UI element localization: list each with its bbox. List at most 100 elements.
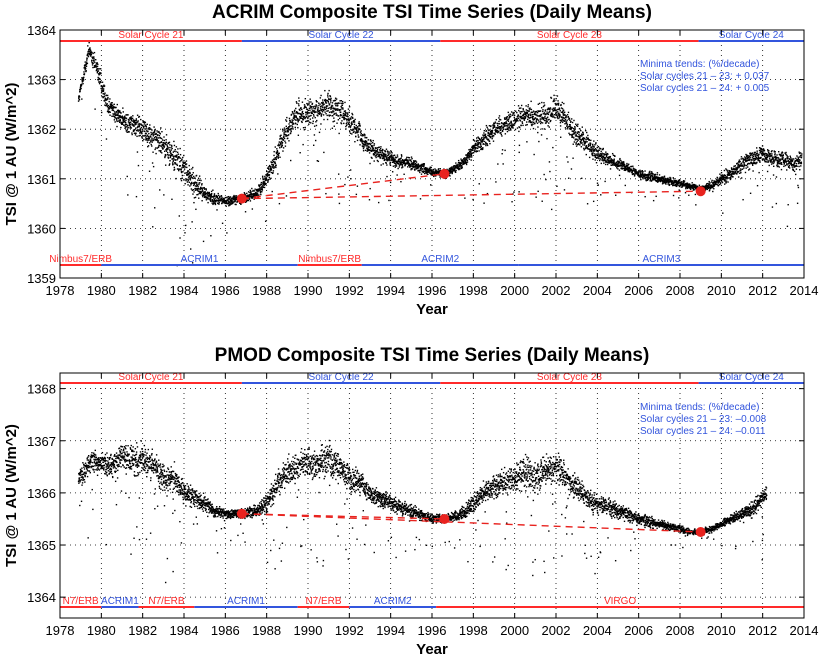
- data-point: [386, 175, 388, 178]
- data-point: [336, 108, 338, 110]
- data-point: [611, 161, 613, 164]
- data-point: [535, 110, 538, 113]
- data-point: [435, 172, 438, 175]
- data-point: [273, 167, 275, 169]
- data-point: [668, 180, 670, 182]
- data-point: [263, 184, 265, 186]
- data-point: [196, 183, 198, 185]
- data-point: [510, 129, 512, 131]
- data-point: [213, 200, 215, 202]
- data-point: [662, 177, 665, 179]
- data-point: [531, 121, 533, 123]
- data-point: [672, 180, 674, 182]
- data-point: [126, 131, 128, 133]
- data-point: [536, 118, 538, 120]
- data-point: [502, 126, 504, 129]
- data-point: [485, 136, 487, 138]
- data-point: [353, 130, 355, 133]
- data-point: [472, 148, 475, 150]
- data-point: [512, 120, 515, 122]
- data-point: [360, 130, 362, 132]
- data-point: [316, 111, 319, 113]
- data-point: [317, 106, 319, 109]
- data-point: [354, 132, 357, 134]
- data-point: [525, 111, 528, 113]
- data-point: [476, 137, 478, 139]
- data-point: [225, 196, 227, 199]
- data-point: [569, 126, 572, 128]
- data-point: [171, 154, 173, 156]
- data-point: [258, 184, 260, 186]
- data-point: [617, 162, 620, 164]
- data-point: [577, 139, 579, 141]
- data-point: [374, 152, 377, 154]
- data-point: [307, 117, 309, 120]
- data-point: [560, 104, 562, 106]
- data-point: [299, 109, 301, 111]
- data-point: [616, 167, 618, 169]
- data-point: [337, 173, 340, 175]
- data-point: [735, 170, 737, 173]
- data-point: [736, 163, 738, 165]
- data-point: [103, 96, 105, 98]
- data-point: [319, 111, 321, 114]
- data-point: [558, 114, 560, 116]
- data-point: [477, 143, 480, 145]
- data-point: [400, 180, 402, 183]
- data-point: [266, 179, 268, 181]
- data-point: [157, 131, 159, 133]
- data-point: [262, 186, 265, 189]
- data-point: [308, 101, 310, 103]
- data-point: [342, 107, 344, 109]
- data-point: [602, 153, 605, 155]
- data-point: [655, 178, 657, 180]
- data-point: [321, 108, 323, 111]
- data-point: [194, 189, 197, 191]
- data-point: [619, 157, 621, 160]
- data-point: [554, 107, 556, 109]
- data-point: [711, 184, 713, 186]
- data-point: [189, 179, 192, 181]
- data-point: [283, 137, 286, 140]
- data-point: [758, 171, 760, 174]
- data-point: [422, 163, 424, 166]
- data-point: [463, 161, 465, 164]
- data-point: [606, 163, 609, 166]
- data-point: [327, 96, 329, 98]
- data-point: [580, 146, 583, 148]
- data-point: [119, 114, 121, 117]
- data-point: [582, 144, 584, 146]
- data-point: [678, 189, 680, 191]
- data-point: [224, 200, 226, 203]
- data-point: [270, 171, 273, 174]
- data-point: [496, 127, 499, 130]
- data-point: [286, 134, 288, 137]
- data-point: [385, 162, 388, 164]
- data-point: [465, 159, 467, 161]
- data-point: [755, 158, 757, 160]
- data-point: [189, 185, 191, 187]
- data-point: [600, 155, 602, 158]
- data-point: [303, 129, 306, 131]
- data-point: [204, 193, 207, 196]
- data-point: [467, 152, 469, 155]
- data-point: [678, 185, 681, 188]
- data-point: [136, 126, 139, 129]
- data-point: [537, 103, 540, 105]
- data-point: [470, 150, 472, 152]
- data-point: [359, 131, 362, 133]
- data-point: [202, 240, 205, 243]
- data-point: [412, 162, 414, 165]
- data-point: [338, 193, 340, 195]
- data-point: [184, 161, 186, 163]
- data-point: [663, 176, 665, 178]
- data-point: [276, 148, 278, 150]
- data-point: [424, 170, 426, 172]
- data-point: [121, 123, 123, 125]
- data-point: [279, 156, 281, 158]
- data-point: [195, 189, 197, 191]
- data-point: [745, 160, 747, 163]
- data-point: [688, 184, 691, 186]
- data-point: [448, 169, 450, 171]
- data-point: [115, 117, 118, 120]
